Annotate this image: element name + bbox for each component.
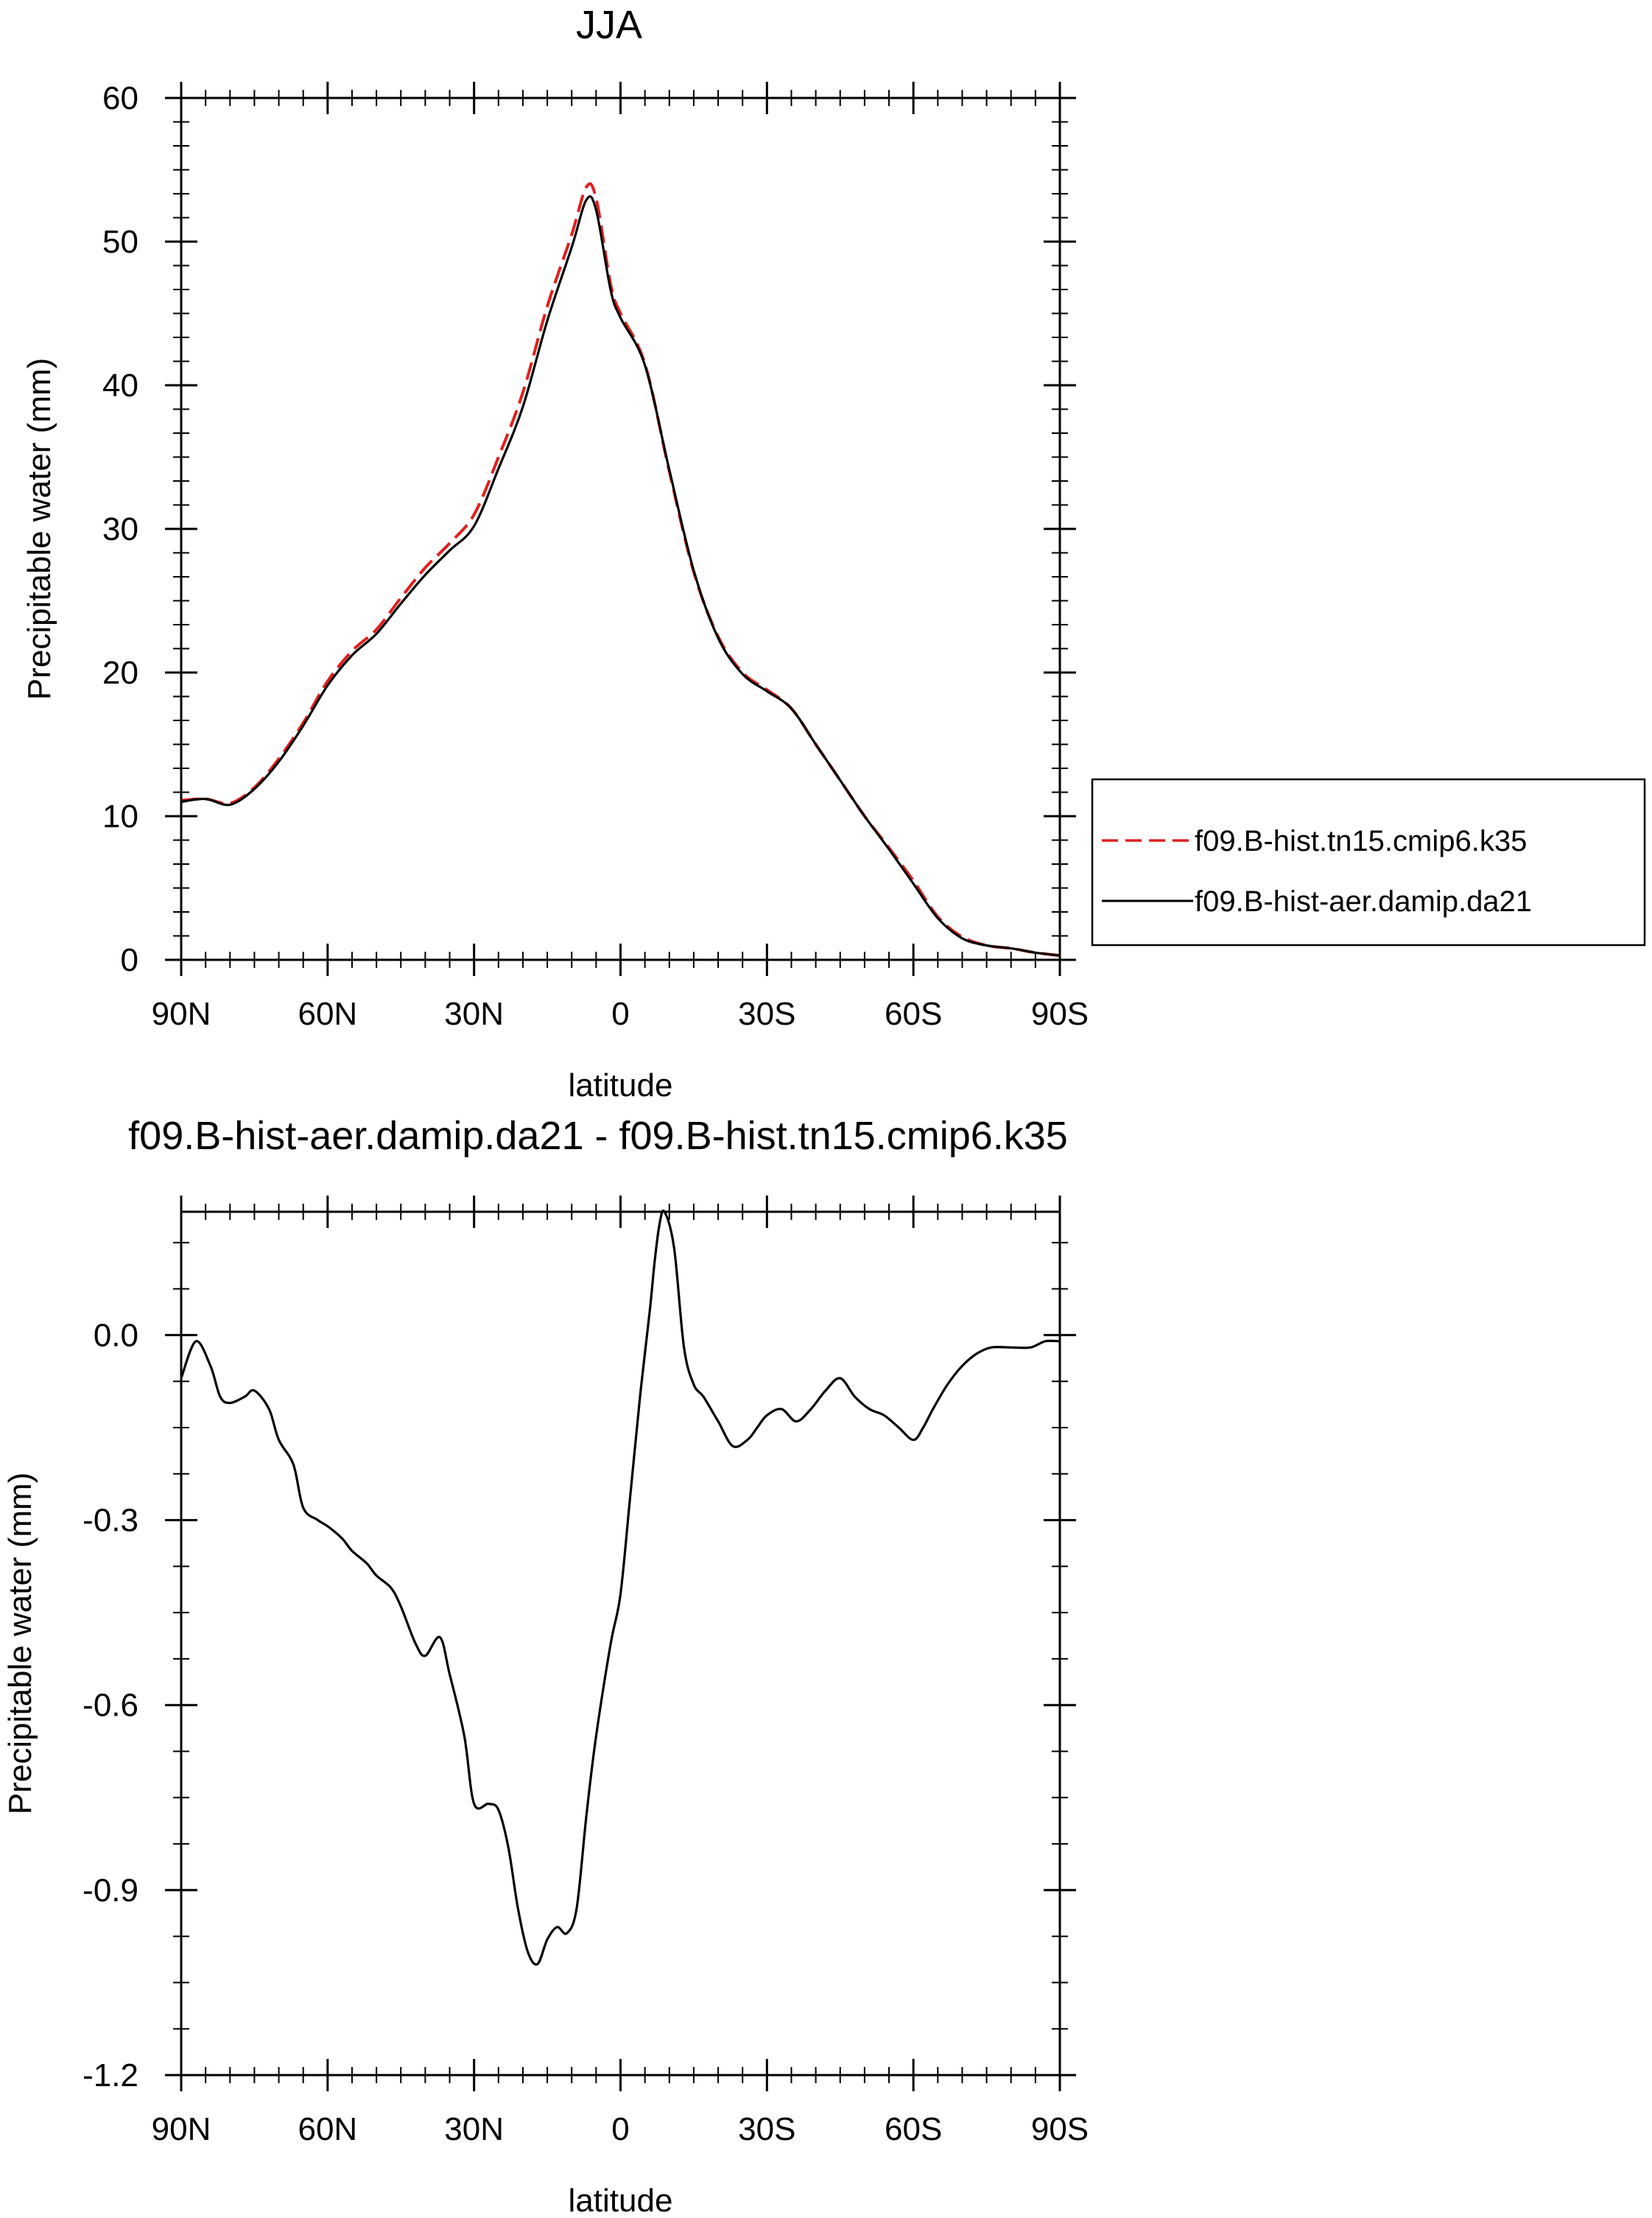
series-lines: [180, 1210, 1061, 1966]
y-tick-labels: 0 10 20 30 40 50 60: [102, 80, 138, 978]
y-tick-label: 60: [102, 80, 138, 116]
y-tick-label: 0.0: [94, 1317, 138, 1353]
panel-mean-precipitable-water: JJA 90N 60N 30N 0 30S 60S 90S 0 10 20 30 40 50 60 la…: [21, 3, 1646, 1103]
x-tick-label: 30N: [444, 2111, 504, 2147]
plot-frame: [180, 1210, 1061, 2077]
y-tick-label: 10: [102, 799, 138, 835]
x-axis-label: latitude: [569, 2183, 673, 2218]
x-tick-label: 0: [611, 996, 629, 1032]
plot-frame: [180, 96, 1061, 961]
y-axis-label: Precipitable water (mm): [2, 1473, 38, 1815]
y-axis-label: Precipitable water (mm): [21, 358, 57, 701]
legend-label-damip: f09.B-hist-aer.damip.da21: [1195, 885, 1532, 918]
x-tick-label: 60S: [885, 2111, 942, 2147]
x-tick-label: 30N: [444, 996, 504, 1032]
chart-title: f09.B-hist-aer.damip.da21 - f09.B-hist.t…: [128, 1114, 1068, 1158]
y-tick-label: 40: [102, 368, 138, 404]
chart-title: JJA: [576, 3, 642, 47]
legend-label-cmip6: f09.B-hist.tn15.cmip6.k35: [1195, 825, 1527, 857]
x-tick-label: 90S: [1031, 2111, 1089, 2147]
x-tick-label: 90S: [1031, 996, 1089, 1032]
y-tick-label: -0.6: [82, 1688, 138, 1724]
y-tick-label: 20: [102, 655, 138, 691]
legend-box: [1091, 778, 1646, 947]
x-tick-label: 90N: [152, 2111, 211, 2147]
legend: f09.B-hist.tn15.cmip6.k35 f09.B-hist-aer…: [1091, 778, 1646, 947]
series-lines: [180, 182, 1061, 958]
series-line-difference: [180, 1210, 1061, 1966]
x-tick-label: 60N: [298, 996, 357, 1032]
y-tick-labels: 0.0 -0.3 -0.6 -0.9 -1.2: [82, 1317, 138, 2094]
y-tick-label: 0: [121, 942, 138, 978]
x-tick-label: 30S: [738, 2111, 795, 2147]
x-tick-label: 30S: [738, 996, 795, 1032]
y-tick-label: -0.3: [82, 1503, 138, 1539]
x-tick-labels: 90N 60N 30N 0 30S 60S 90S: [152, 996, 1089, 1032]
x-tick-labels: 90N 60N 30N 0 30S 60S 90S: [152, 2111, 1089, 2147]
y-tick-label: 50: [102, 224, 138, 260]
x-tick-label: 0: [611, 2111, 629, 2147]
x-tick-label: 60N: [298, 2111, 357, 2147]
series-line-damip: [180, 195, 1061, 957]
x-tick-label: 60S: [885, 996, 942, 1032]
panel-difference: f09.B-hist-aer.damip.da21 - f09.B-hist.t…: [2, 1114, 1089, 2218]
y-tick-label: -1.2: [82, 2057, 138, 2094]
x-axis-label: latitude: [569, 1067, 673, 1103]
x-tick-label: 90N: [152, 996, 211, 1032]
y-tick-label: -0.9: [82, 1873, 138, 1909]
y-tick-label: 30: [102, 511, 138, 547]
